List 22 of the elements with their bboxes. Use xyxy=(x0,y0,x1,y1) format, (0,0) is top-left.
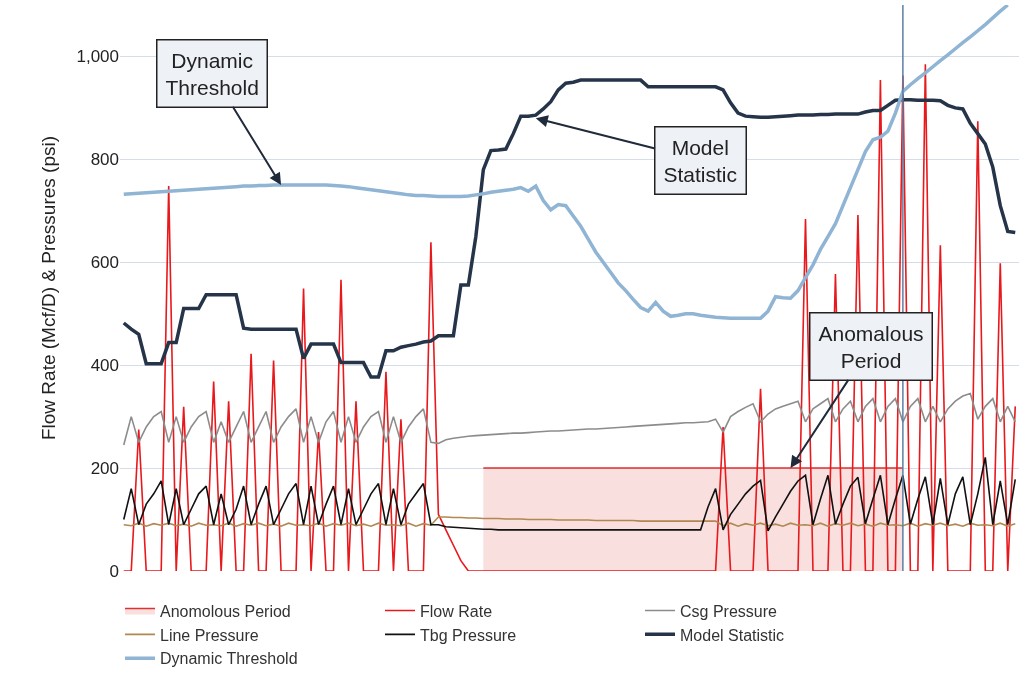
legend-label: Line Pressure xyxy=(160,626,259,644)
line-series xyxy=(122,456,1017,532)
legend-label: Csg Pressure xyxy=(680,602,778,620)
annotation: Anomalous Period xyxy=(818,321,924,372)
annotation: Dynamic Threshold xyxy=(165,48,259,99)
legend-label: Dynamic Threshold xyxy=(160,650,298,668)
y-tick-label: 600 xyxy=(90,253,119,273)
y-tick-label: 1,000 xyxy=(76,47,119,67)
line-series xyxy=(122,392,1017,446)
y-tick-label: 0 xyxy=(109,561,119,581)
y-tick-label: 400 xyxy=(90,356,119,376)
legend-label: Anomolous Period xyxy=(160,602,291,620)
line-series xyxy=(122,5,1010,321)
line-series xyxy=(122,516,1017,528)
y-tick-label: 800 xyxy=(90,150,119,170)
legend-label: Model Statistic xyxy=(680,626,785,644)
y-axis-title: Flow Rate (Mcf/D) & Pressures (psi) xyxy=(38,135,60,441)
y-tick-label: 200 xyxy=(90,459,119,479)
line-series xyxy=(122,78,1017,379)
legend-label: Tbg Pressure xyxy=(420,626,517,644)
annotation: Model Statistic xyxy=(663,135,738,186)
legend-label: Flow Rate xyxy=(420,602,493,620)
